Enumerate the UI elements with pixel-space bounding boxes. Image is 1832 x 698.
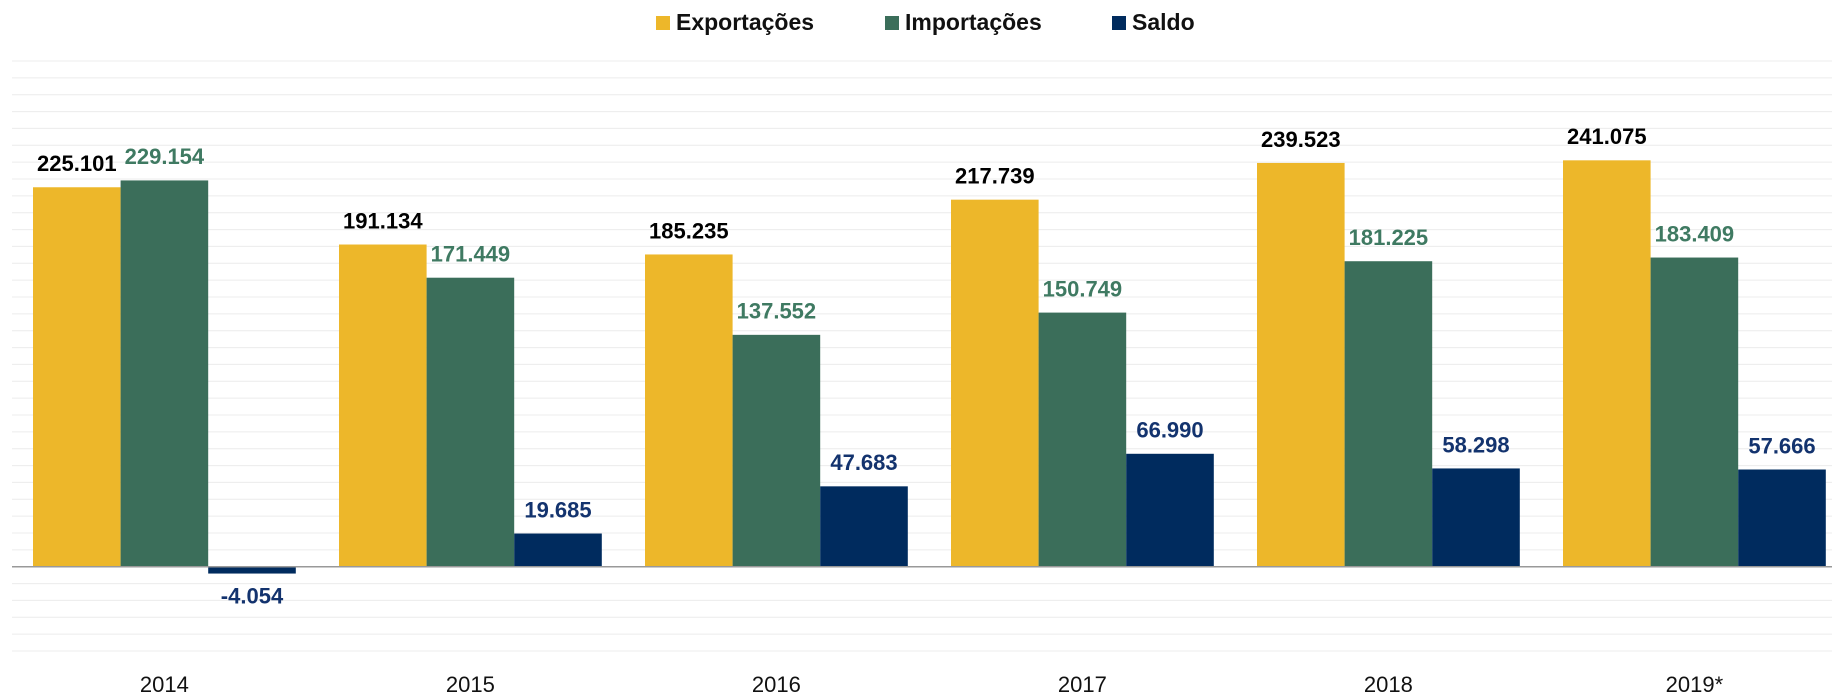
bar — [339, 244, 427, 567]
bar — [1563, 160, 1651, 567]
legend-label: Exportações — [676, 9, 814, 35]
data-label: 241.075 — [1567, 124, 1647, 149]
bar — [1126, 453, 1214, 567]
bar — [1038, 312, 1127, 567]
bar — [645, 254, 733, 567]
data-label: 185.235 — [649, 218, 729, 243]
legend-swatch — [885, 16, 899, 30]
data-label: 150.749 — [1043, 276, 1123, 301]
bar — [951, 199, 1039, 567]
legend-swatch — [656, 16, 670, 30]
x-tick-label: 2015 — [446, 672, 495, 697]
data-label: 191.134 — [343, 208, 423, 233]
data-label: 217.739 — [955, 163, 1035, 188]
data-label: 57.666 — [1748, 433, 1815, 458]
legend-swatch — [1112, 16, 1126, 30]
data-label: 47.683 — [830, 450, 897, 475]
bar — [820, 486, 908, 567]
data-label: 225.101 — [37, 151, 117, 176]
bar — [514, 533, 602, 567]
data-label: -4.054 — [221, 583, 284, 608]
bar — [1738, 469, 1826, 567]
data-label: 58.298 — [1442, 432, 1509, 457]
data-label: 137.552 — [737, 299, 817, 324]
bar — [208, 566, 296, 574]
data-label: 181.225 — [1349, 225, 1429, 250]
bar — [1344, 261, 1433, 567]
x-tick-label: 2017 — [1058, 672, 1107, 697]
data-label: 66.990 — [1136, 418, 1203, 443]
data-label: 239.523 — [1261, 127, 1341, 152]
data-label: 183.409 — [1655, 221, 1735, 246]
x-tick-label: 2016 — [752, 672, 801, 697]
x-tick-label: 2019* — [1666, 672, 1724, 697]
bar — [426, 277, 515, 567]
legend-label: Saldo — [1132, 9, 1195, 35]
bar — [1257, 162, 1345, 567]
bar — [732, 334, 821, 567]
bar — [1650, 257, 1739, 567]
x-tick-label: 2018 — [1364, 672, 1413, 697]
x-tick-label: 2014 — [140, 672, 189, 697]
data-label: 19.685 — [524, 497, 591, 522]
data-label: 229.154 — [125, 144, 205, 169]
bar — [33, 187, 121, 567]
bar — [1432, 468, 1520, 567]
data-label: 171.449 — [431, 242, 511, 267]
legend-label: Importações — [905, 9, 1042, 35]
bar — [120, 180, 209, 567]
